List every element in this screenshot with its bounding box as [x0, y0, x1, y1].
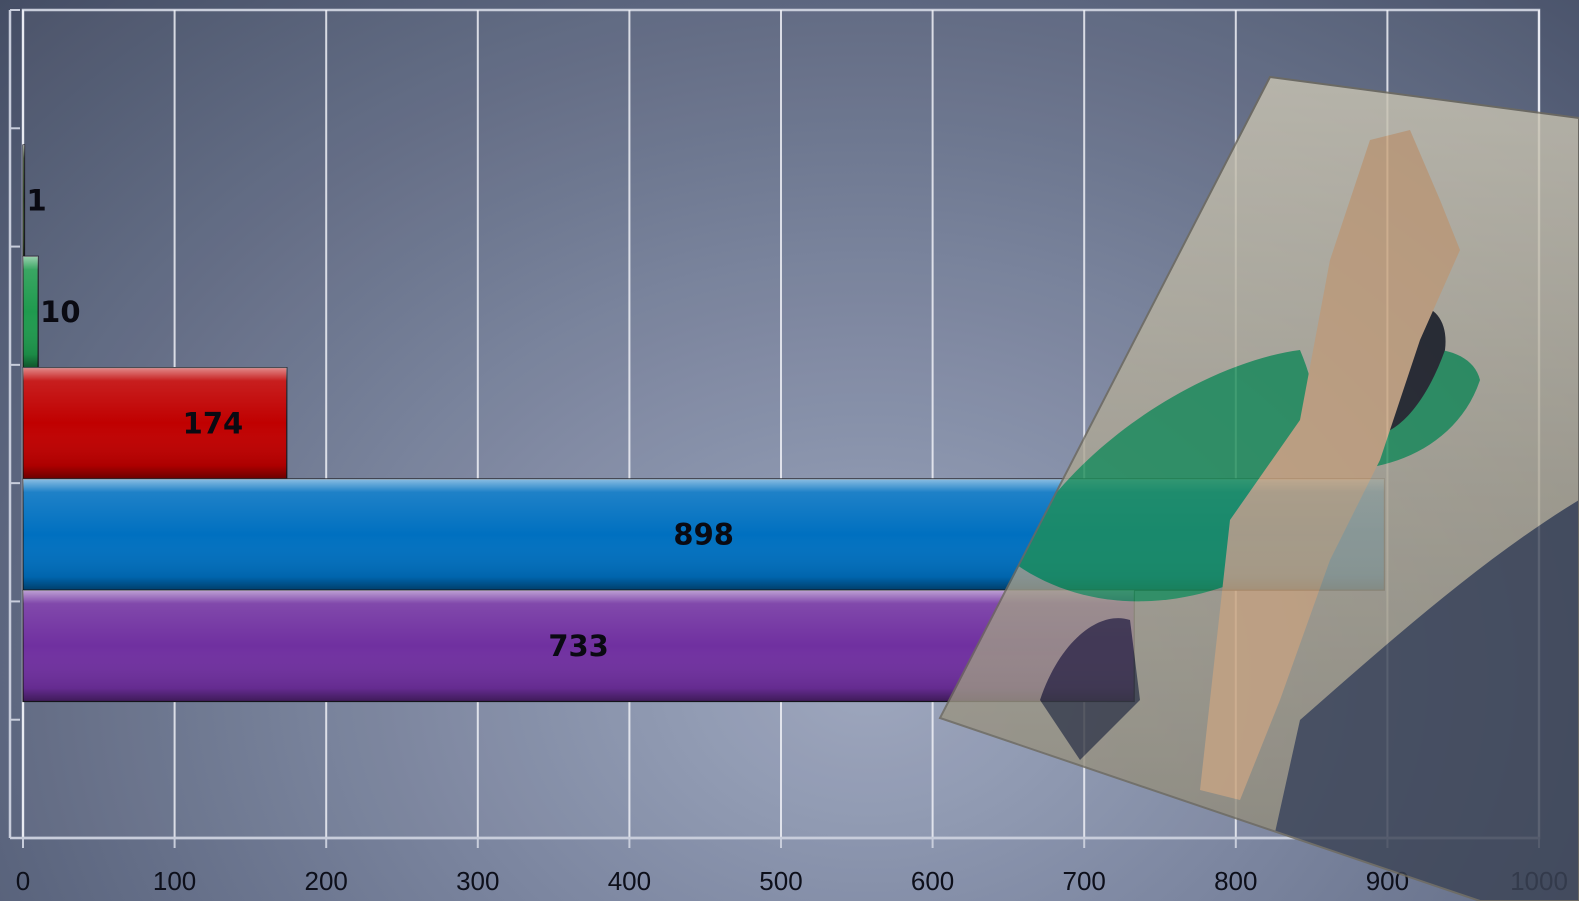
bar-bevel: [23, 367, 287, 479]
x-tick-label: 100: [153, 866, 196, 896]
bar-bevel: [23, 145, 25, 257]
bar: [22, 255, 39, 369]
x-tick-label: 300: [456, 866, 499, 896]
x-tick-label: 400: [608, 866, 651, 896]
decorative-photo-panel: [938, 75, 1579, 901]
x-tick-label: 500: [759, 866, 802, 896]
bar-value-label: 898: [673, 518, 734, 552]
axes: [8, 9, 1540, 840]
bar-bevel: [23, 590, 1135, 702]
x-tick-label: 0: [16, 866, 30, 896]
x-tick-label: 800: [1214, 866, 1257, 896]
bar-data-labels: 1 10 174 898 733: [27, 184, 734, 663]
bar: [22, 589, 1135, 703]
bar-value-label: 174: [183, 406, 244, 440]
x-tick-label: 700: [1063, 866, 1106, 896]
bar: [22, 367, 288, 480]
bar: [22, 144, 26, 257]
x-tick-label: 600: [911, 866, 954, 896]
x-tick-label: 200: [305, 866, 348, 896]
bar-value-label: 1: [27, 184, 47, 218]
x-axis-ticks: 01002003004005006007008009001000: [16, 838, 1568, 896]
bar-value-label: 733: [548, 629, 609, 663]
bar-bevel: [23, 256, 39, 368]
bar-value-label: 10: [40, 295, 80, 329]
